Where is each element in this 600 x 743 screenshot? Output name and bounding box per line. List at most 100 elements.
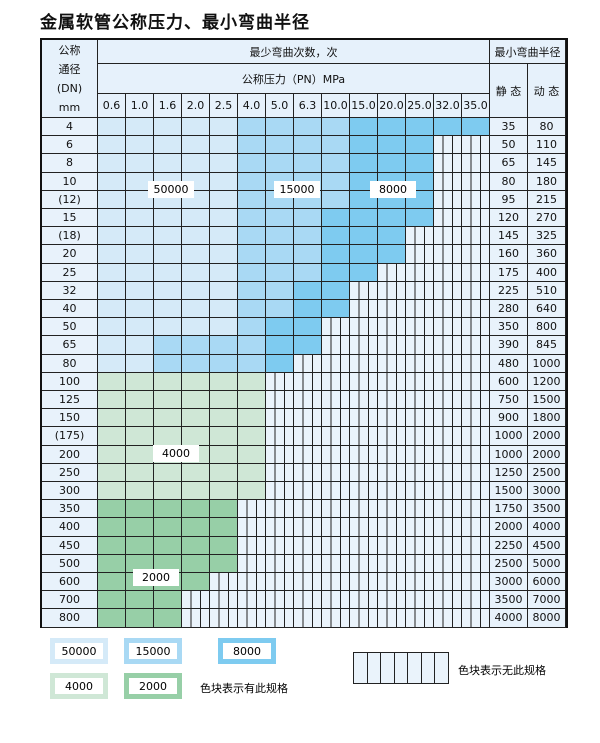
spec-cell [238,190,266,209]
spec-cell [322,209,350,228]
spec-cell [154,482,182,501]
dynamic-radius-cell: 2000 [528,445,566,464]
spec-cell [210,300,238,319]
empty-cell [434,482,462,501]
region-label-4000: 4000 [153,445,199,462]
spec-cell [182,500,210,519]
empty-cell [294,536,322,555]
empty-cell [462,281,490,300]
empty-cell [406,500,434,519]
spec-cell [126,245,154,264]
spec-cell [322,227,350,246]
spec-cell [238,391,266,410]
spec-cell [98,482,126,501]
spec-cell [154,263,182,282]
spec-cell [210,518,238,537]
empty-cell [462,263,490,282]
spec-cell [266,336,294,355]
dn-cell: 350 [42,500,98,519]
empty-cell [434,554,462,573]
spec-cell [126,154,154,173]
dn-cell: (18) [42,227,98,246]
dn-cell: 15 [42,209,98,228]
spec-cell [210,136,238,155]
spec-cell [154,136,182,155]
pressure-col-header: 10.0 [322,94,350,118]
dn-cell: 300 [42,482,98,501]
dynamic-radius-cell: 4500 [528,536,566,555]
empty-cell [434,336,462,355]
spec-cell [378,245,406,264]
empty-cell [462,391,490,410]
spec-cell [294,245,322,264]
empty-cell [462,463,490,482]
spec-cell [238,209,266,228]
empty-cell [322,445,350,464]
spec-cell [126,391,154,410]
empty-cell [378,354,406,373]
empty-cell [406,263,434,282]
empty-cell [434,409,462,428]
empty-cell [462,518,490,537]
spec-cell [294,118,322,137]
static-radius-cell: 65 [490,154,528,173]
empty-cell [406,245,434,264]
dn-cell: (12) [42,190,98,209]
static-radius-cell: 390 [490,336,528,355]
spec-table: 公称 通径 (DN) mm 最少弯曲次数，次 公称压力（PN）MPa 0.6 1.0 1.… [40,38,568,628]
empty-cell [378,500,406,519]
swatch-strip [435,653,449,683]
spec-cell [126,609,154,628]
empty-cell [434,427,462,446]
empty-cell [378,336,406,355]
empty-cell [350,463,378,482]
spec-cell [126,500,154,519]
empty-cell [322,554,350,573]
spec-cell [210,318,238,337]
spec-cell [182,482,210,501]
static-radius-cell: 2000 [490,518,528,537]
spec-cell [406,118,434,137]
spec-cell [126,591,154,610]
dn-cell: 10 [42,172,98,191]
spec-cell [98,463,126,482]
spec-cell [126,118,154,137]
empty-cell [378,591,406,610]
empty-cell [434,354,462,373]
empty-cell [322,500,350,519]
spec-cell [98,300,126,319]
spec-cell [182,318,210,337]
empty-cell [322,427,350,446]
empty-cell [350,427,378,446]
empty-cell [378,609,406,628]
spec-cell [406,209,434,228]
spec-cell [350,245,378,264]
empty-cell [350,318,378,337]
spec-cell [98,609,126,628]
dn-cell: 100 [42,372,98,391]
spec-cell [182,118,210,137]
static-radius-cell: 900 [490,409,528,428]
empty-cell [378,482,406,501]
empty-cell [406,427,434,446]
empty-cell [462,172,490,191]
empty-cell [322,536,350,555]
spec-cell [350,209,378,228]
spec-cell [210,554,238,573]
spec-cell [238,354,266,373]
empty-cell [434,263,462,282]
empty-cell [434,281,462,300]
spec-cell [154,354,182,373]
dn-cell: 8 [42,154,98,173]
static-radius-cell: 145 [490,227,528,246]
empty-cell [378,573,406,592]
spec-cell [98,554,126,573]
empty-cell [434,500,462,519]
empty-cell [378,536,406,555]
spec-cell [154,391,182,410]
spec-cell [154,372,182,391]
spec-cell [406,136,434,155]
empty-cell [182,591,210,610]
spec-cell [182,154,210,173]
spec-cell [322,300,350,319]
